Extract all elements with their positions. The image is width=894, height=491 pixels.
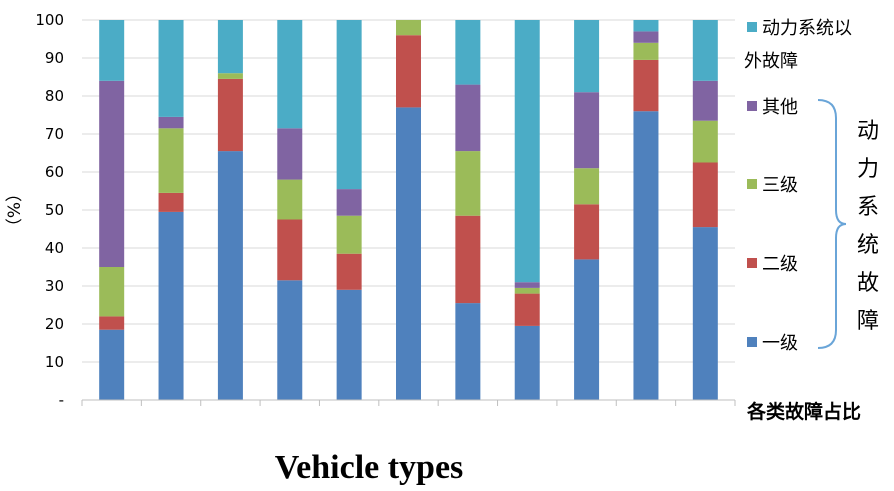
bar-segment bbox=[336, 253, 362, 290]
bar-segment bbox=[277, 128, 303, 180]
bar-segment bbox=[514, 287, 540, 294]
bar-segment bbox=[158, 211, 184, 400]
bar-segment bbox=[99, 80, 125, 267]
legend-swatch bbox=[747, 258, 757, 268]
bar-segment bbox=[336, 215, 362, 254]
legend-label: 一级 bbox=[762, 333, 798, 354]
y-tick-label: 40 bbox=[45, 239, 64, 257]
bar-segment bbox=[574, 92, 600, 169]
bar-segment bbox=[99, 20, 125, 81]
bar-segment bbox=[633, 111, 659, 400]
x-axis-ticks bbox=[81, 400, 736, 406]
legend-swatch bbox=[747, 179, 757, 189]
bar-segment bbox=[217, 78, 243, 152]
bar-segment bbox=[574, 259, 600, 400]
bar-segment bbox=[336, 189, 362, 216]
legend-label: 外故障 bbox=[744, 51, 798, 72]
bar-segment bbox=[692, 162, 718, 228]
bar-segment bbox=[336, 289, 362, 400]
legend-swatch bbox=[747, 337, 757, 347]
bar-segment bbox=[455, 151, 481, 216]
bar-segment bbox=[692, 20, 718, 81]
bar-segment bbox=[99, 329, 125, 400]
bar-segment bbox=[633, 31, 659, 43]
legend-swatch bbox=[747, 101, 757, 111]
bar-segment bbox=[158, 128, 184, 193]
bar-segment bbox=[455, 303, 481, 400]
bar-segment bbox=[158, 20, 184, 117]
bar-segment bbox=[455, 84, 481, 152]
bar-segment bbox=[574, 20, 600, 93]
brace-label-char: 障 bbox=[857, 309, 879, 334]
bar-segment bbox=[277, 20, 303, 129]
y-tick-label: 80 bbox=[45, 87, 64, 105]
bar-segment bbox=[514, 282, 540, 288]
brace-label-char: 动 bbox=[857, 119, 879, 144]
bar-segment bbox=[574, 204, 600, 260]
bar-segment bbox=[514, 325, 540, 400]
legend-label: 二级 bbox=[762, 254, 798, 275]
bar-segment bbox=[158, 192, 184, 212]
bar-segment bbox=[277, 179, 303, 220]
bar-segment bbox=[633, 42, 659, 60]
legend-label: 其他 bbox=[762, 97, 798, 118]
legend-label: 动力系统以 bbox=[762, 18, 852, 39]
y-tick-label: 10 bbox=[45, 353, 64, 371]
bar-segment bbox=[455, 215, 481, 304]
bar-segment bbox=[396, 35, 421, 108]
y-tick-label: 50 bbox=[45, 201, 64, 219]
bar-segment bbox=[633, 20, 659, 32]
y-tick-label: 70 bbox=[45, 125, 64, 143]
chart-caption: 各类故障占比 bbox=[746, 400, 861, 423]
brace-label-char: 系 bbox=[857, 195, 879, 220]
brace-label-char: 故 bbox=[857, 271, 879, 296]
y-tick-label: 60 bbox=[45, 163, 64, 181]
bar-segment bbox=[396, 20, 421, 36]
bar-segment bbox=[514, 20, 540, 283]
bar-segment bbox=[336, 20, 362, 190]
y-tick-labels: - 10 20 30 40 50 60 70 80 90 100 bbox=[35, 11, 64, 409]
bar-segment bbox=[692, 227, 718, 400]
bar-segment bbox=[217, 151, 243, 400]
bar-segment bbox=[692, 120, 718, 163]
y-tick-label: 20 bbox=[45, 315, 64, 333]
bar-segment bbox=[633, 59, 659, 112]
x-axis-label: Vehicle types bbox=[275, 449, 464, 486]
bar-segment bbox=[277, 280, 303, 400]
brace-label-char: 统 bbox=[857, 233, 879, 258]
y-tick-label: 30 bbox=[45, 277, 64, 295]
bar-segment bbox=[217, 20, 243, 74]
y-axis-label: （%） bbox=[5, 185, 25, 235]
brace-label-char: 力 bbox=[857, 157, 879, 182]
y-tick-label: 90 bbox=[45, 49, 64, 67]
bar-segment bbox=[396, 107, 421, 401]
bar-segment bbox=[217, 73, 243, 79]
bar-segment bbox=[158, 116, 184, 129]
legend-brace bbox=[817, 99, 847, 349]
bar-segment bbox=[692, 80, 718, 121]
bar-segment bbox=[99, 267, 125, 317]
bar-segment bbox=[277, 219, 303, 281]
legend-swatch bbox=[747, 22, 757, 32]
bar-segment bbox=[574, 168, 600, 205]
bars bbox=[99, 20, 718, 401]
bar-segment bbox=[455, 20, 481, 85]
bar-segment bbox=[99, 316, 125, 330]
y-tick-label: 100 bbox=[35, 11, 64, 29]
bar-segment bbox=[514, 293, 540, 326]
y-tick-label: - bbox=[59, 391, 64, 409]
legend-label: 三级 bbox=[762, 175, 798, 196]
